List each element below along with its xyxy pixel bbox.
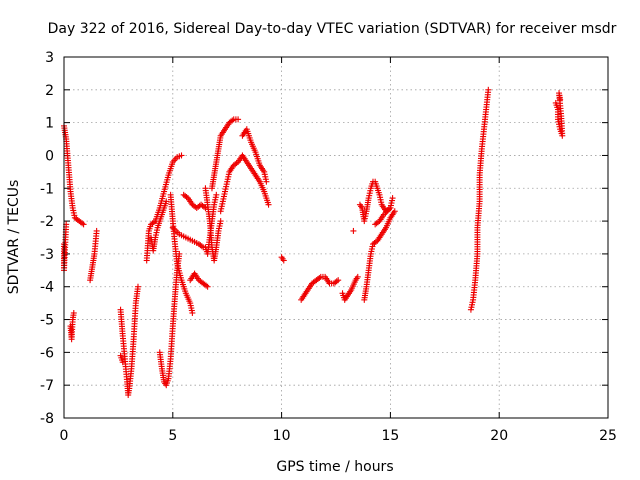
data-point bbox=[213, 191, 220, 198]
y-tick-labels: -8 -7 -6 -5 -4 -3 -2 -1 0 1 2 3 bbox=[40, 50, 54, 427]
plot-frame bbox=[63, 56, 609, 419]
data-point bbox=[163, 198, 170, 205]
data-point bbox=[350, 227, 357, 234]
data-point bbox=[119, 359, 126, 366]
y-tick-label: 1 bbox=[45, 116, 54, 132]
data-point bbox=[178, 152, 185, 159]
data-point bbox=[335, 277, 342, 284]
y-tick-label: -6 bbox=[40, 345, 54, 361]
y-tick-label: -7 bbox=[40, 378, 54, 394]
y-tick-label: -5 bbox=[40, 313, 54, 329]
data-point bbox=[265, 201, 272, 208]
x-tick-labels: 0 5 10 15 20 25 bbox=[60, 428, 617, 444]
grid-lines bbox=[64, 57, 608, 418]
x-tick-label: 20 bbox=[490, 428, 508, 444]
data-point bbox=[263, 178, 270, 185]
data-point bbox=[93, 227, 100, 234]
data-point bbox=[235, 116, 242, 123]
y-tick-label: -2 bbox=[40, 214, 54, 230]
x-tick-label: 5 bbox=[168, 428, 177, 444]
data-point bbox=[391, 208, 398, 215]
x-tick-label: 10 bbox=[273, 428, 291, 444]
x-axis-title: GPS time / hours bbox=[276, 459, 393, 475]
data-point bbox=[389, 195, 396, 202]
data-points bbox=[61, 86, 566, 399]
x-tick-label: 15 bbox=[381, 428, 399, 444]
data-point bbox=[557, 96, 564, 103]
data-point bbox=[280, 257, 287, 264]
chart-title: Day 322 of 2016, Sidereal Day-to-day VTE… bbox=[48, 21, 617, 37]
x-tick-label: 0 bbox=[60, 428, 69, 444]
y-axis-title: SDTVAR / TECUs bbox=[6, 180, 22, 295]
axis-ticks bbox=[63, 56, 609, 419]
data-point bbox=[134, 283, 141, 290]
data-point bbox=[485, 86, 492, 93]
data-point bbox=[70, 309, 77, 316]
data-point bbox=[189, 309, 196, 316]
y-tick-label: 2 bbox=[45, 83, 54, 99]
y-tick-label: -1 bbox=[40, 181, 54, 197]
y-tick-label: -3 bbox=[40, 247, 54, 263]
data-point bbox=[354, 273, 361, 280]
y-tick-label: 0 bbox=[45, 148, 54, 164]
y-tick-label: 3 bbox=[45, 50, 54, 66]
data-point bbox=[217, 218, 224, 225]
data-point bbox=[387, 204, 394, 211]
data-point bbox=[204, 283, 211, 290]
y-tick-label: -4 bbox=[40, 280, 54, 296]
y-tick-label: -8 bbox=[40, 411, 54, 427]
x-tick-label: 25 bbox=[599, 428, 617, 444]
data-point bbox=[80, 221, 87, 228]
